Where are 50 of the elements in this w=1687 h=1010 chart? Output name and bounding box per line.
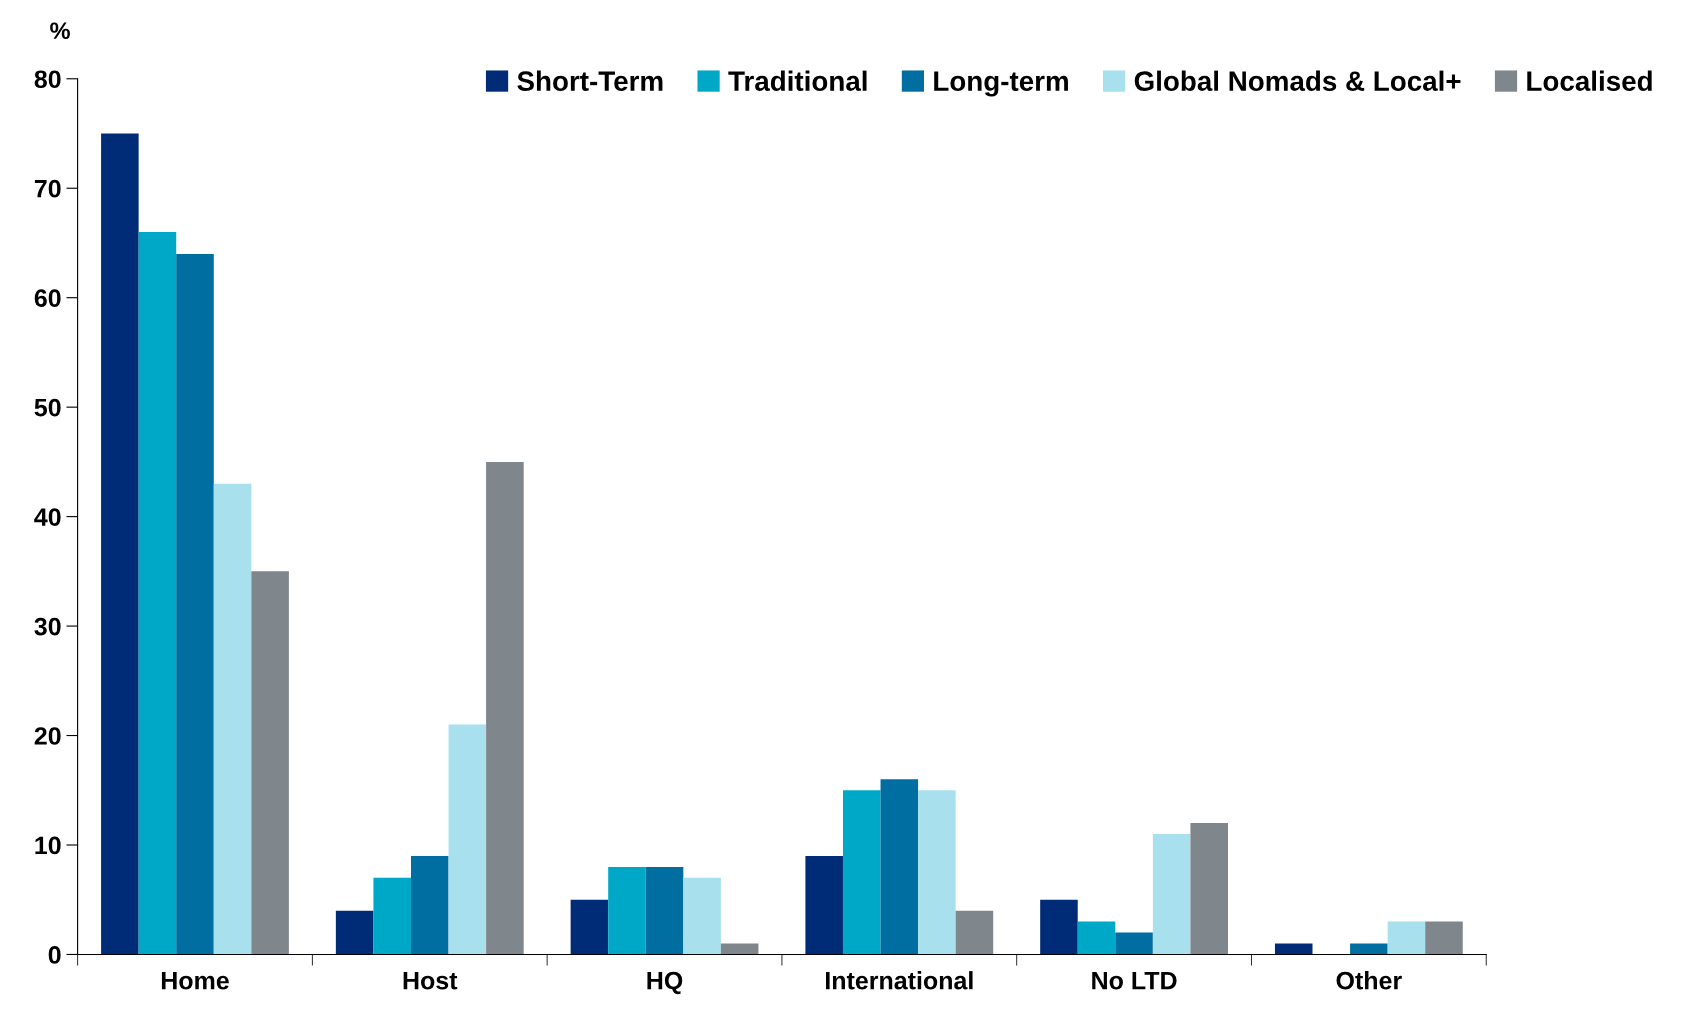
bar (1350, 943, 1388, 955)
legend-label: Traditional (728, 70, 867, 91)
bar (486, 461, 524, 955)
bar (373, 877, 411, 955)
legend-label: Global Nomads & Local+ (1134, 70, 1461, 91)
x-tick-label: Host (403, 972, 458, 990)
y-tick-label: 70 (34, 179, 61, 198)
x-tick-label: HQ (647, 971, 683, 995)
bar (608, 866, 646, 955)
bar (955, 910, 994, 955)
y-tick-label: 0 (48, 946, 61, 964)
bar (1274, 943, 1313, 955)
x-tick-label: Home (161, 972, 229, 990)
bar (1152, 834, 1191, 955)
bar (880, 779, 919, 955)
y-tick-label: 20 (34, 727, 61, 745)
y-tick-label: 40 (34, 508, 61, 526)
bar (1425, 921, 1463, 955)
legend-label: Long-term (934, 71, 1068, 97)
y-tick-label: 80 (34, 70, 61, 89)
bar (805, 855, 843, 955)
bar (720, 943, 759, 955)
legend-label: Short-Term (517, 70, 663, 91)
bar (448, 724, 487, 955)
bar (1040, 899, 1078, 955)
bar (1115, 932, 1153, 955)
bar (410, 855, 449, 955)
y-axis-title: % (50, 22, 70, 40)
bar (645, 866, 684, 955)
bar (138, 232, 177, 955)
bar (251, 571, 289, 955)
bar (176, 253, 214, 955)
y-tick-label: 10 (35, 836, 61, 855)
bar (683, 877, 721, 955)
y-tick-label: 50 (34, 398, 61, 417)
bar (918, 790, 956, 955)
x-tick-label: Other (1336, 971, 1402, 990)
bar (1077, 921, 1116, 955)
bar (842, 790, 881, 955)
bar (1387, 921, 1426, 955)
x-tick-label: No LTD (1092, 972, 1177, 990)
bar (213, 483, 252, 955)
x-tick-label: International (825, 971, 973, 990)
bar (570, 899, 609, 955)
legend-label: Localised (1527, 70, 1652, 91)
bar (1190, 823, 1228, 955)
bar (101, 133, 139, 955)
y-tick-label: 60 (34, 289, 61, 307)
y-tick-label: 30 (34, 617, 61, 636)
bar (335, 910, 374, 955)
